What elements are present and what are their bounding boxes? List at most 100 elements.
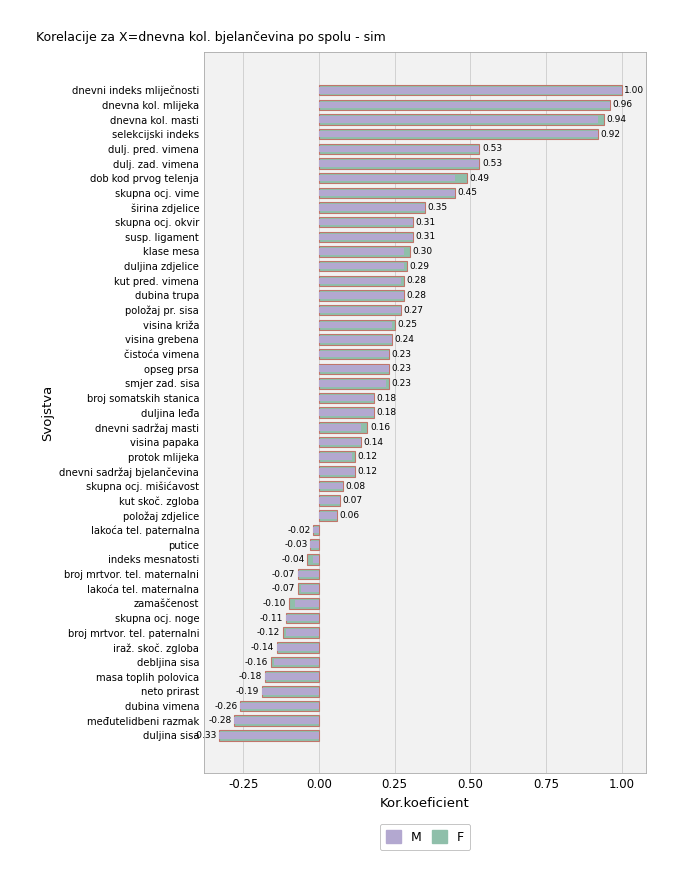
Bar (319, 422, 367, 433)
Text: 0.28: 0.28 (406, 291, 426, 300)
Text: -0.12: -0.12 (257, 628, 280, 637)
Bar (319, 351, 389, 357)
Bar (319, 292, 404, 299)
Text: 0.53: 0.53 (482, 144, 502, 153)
Text: -0.07: -0.07 (272, 569, 295, 579)
Bar (319, 290, 404, 301)
Bar (319, 468, 356, 474)
Bar (319, 348, 389, 360)
Bar (240, 703, 319, 709)
Bar (319, 188, 456, 198)
Bar (319, 510, 337, 521)
Bar (319, 320, 394, 330)
Bar (319, 261, 407, 271)
Bar (319, 335, 392, 345)
Bar (319, 85, 622, 96)
Bar (298, 569, 319, 580)
Bar (319, 234, 413, 240)
Bar (319, 173, 467, 183)
Bar (313, 525, 319, 535)
Text: -0.19: -0.19 (236, 687, 259, 696)
Bar (301, 586, 319, 592)
Text: 1.00: 1.00 (624, 86, 645, 95)
Text: 0.29: 0.29 (409, 262, 429, 270)
Bar (319, 424, 362, 431)
Text: 0.07: 0.07 (343, 496, 362, 505)
Bar (319, 322, 392, 328)
Bar (319, 366, 389, 372)
Text: 0.94: 0.94 (606, 115, 626, 124)
Text: -0.14: -0.14 (251, 643, 274, 652)
Text: 0.31: 0.31 (415, 232, 435, 242)
Bar (219, 732, 319, 739)
Bar (319, 305, 401, 315)
Y-axis label: Svojstva: Svojstva (41, 385, 54, 441)
Text: -0.07: -0.07 (272, 584, 295, 594)
X-axis label: Kor.koeficient: Kor.koeficient (380, 797, 470, 810)
Bar (283, 627, 319, 638)
Bar (319, 114, 604, 125)
Bar (319, 217, 413, 228)
Text: 0.24: 0.24 (394, 335, 414, 344)
Bar (286, 629, 319, 636)
Bar (319, 395, 373, 401)
Text: 0.31: 0.31 (415, 217, 435, 227)
Bar (289, 598, 319, 608)
Text: 0.27: 0.27 (403, 306, 423, 315)
Bar (319, 129, 598, 139)
Bar (319, 131, 598, 137)
Bar (319, 116, 598, 123)
Text: 0.16: 0.16 (370, 423, 390, 432)
Text: 0.30: 0.30 (412, 247, 432, 256)
Bar (319, 202, 425, 213)
Text: 0.08: 0.08 (345, 481, 366, 491)
Bar (319, 189, 456, 196)
Bar (319, 145, 479, 152)
Bar (319, 219, 413, 225)
Bar (265, 672, 319, 682)
Bar (319, 408, 373, 418)
Text: -0.10: -0.10 (263, 599, 286, 608)
Text: -0.11: -0.11 (260, 614, 284, 622)
Text: -0.33: -0.33 (193, 731, 217, 740)
Bar (313, 527, 319, 534)
Bar (319, 481, 343, 491)
Text: 0.96: 0.96 (612, 100, 632, 109)
Bar (319, 336, 392, 342)
Bar (319, 277, 401, 284)
Bar (307, 554, 319, 565)
Bar (319, 204, 425, 211)
Bar (265, 673, 319, 680)
Text: Korelacije za X=dnevna kol. bjelančevina po spolu - sim: Korelacije za X=dnevna kol. bjelančevina… (36, 31, 386, 44)
Bar (319, 231, 413, 242)
Bar (240, 700, 319, 712)
Bar (319, 495, 340, 506)
Text: 0.23: 0.23 (391, 349, 411, 359)
Bar (319, 249, 404, 255)
Bar (319, 246, 410, 256)
Text: -0.28: -0.28 (209, 716, 232, 726)
Text: -0.04: -0.04 (282, 555, 305, 564)
Bar (319, 160, 479, 167)
Text: 0.28: 0.28 (406, 276, 426, 285)
Bar (313, 556, 319, 563)
Bar (319, 102, 610, 108)
Text: 0.49: 0.49 (470, 174, 490, 182)
Text: -0.26: -0.26 (215, 701, 238, 711)
Bar (319, 483, 343, 489)
Text: 0.12: 0.12 (358, 452, 378, 461)
Bar (319, 378, 389, 388)
Bar (319, 363, 389, 374)
Text: 0.23: 0.23 (391, 379, 411, 388)
Bar (319, 466, 356, 477)
Text: -0.03: -0.03 (284, 541, 307, 549)
Bar (295, 600, 319, 607)
Bar (286, 614, 319, 621)
Bar (235, 718, 319, 724)
Bar (319, 158, 479, 169)
Text: -0.18: -0.18 (239, 673, 262, 681)
Bar (319, 275, 404, 286)
Text: 0.92: 0.92 (600, 129, 620, 139)
Bar (319, 454, 352, 460)
Bar (319, 512, 337, 519)
